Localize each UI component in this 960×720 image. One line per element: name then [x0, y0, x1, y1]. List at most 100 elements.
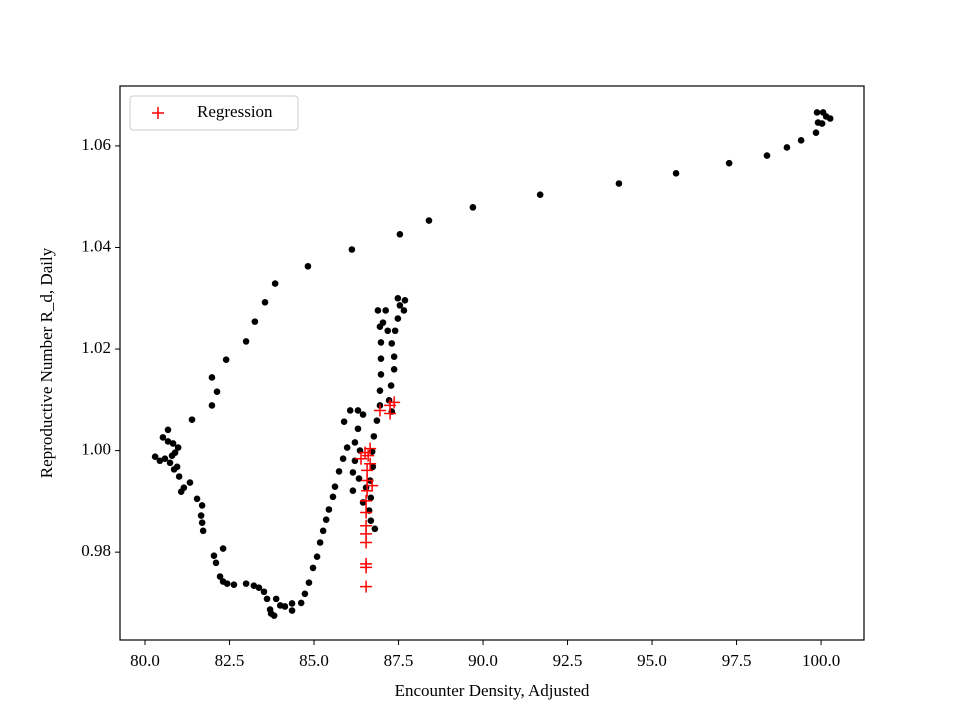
point — [763, 152, 771, 159]
point — [319, 527, 327, 535]
point — [340, 418, 348, 425]
point — [373, 417, 381, 424]
y-tick-label: 0.98 — [81, 541, 111, 560]
y-tick-label: 1.06 — [81, 135, 111, 154]
point — [339, 455, 347, 463]
point — [396, 230, 404, 238]
point — [369, 463, 377, 471]
point — [255, 584, 263, 591]
point — [168, 452, 176, 459]
point — [151, 453, 159, 460]
point — [377, 339, 385, 346]
point — [360, 519, 373, 532]
x-tick-label: 80.0 — [130, 651, 160, 670]
legend-box — [129, 95, 299, 131]
point — [288, 600, 296, 607]
point — [222, 356, 230, 363]
x-tick-label: 95.0 — [637, 651, 667, 670]
point — [362, 449, 375, 462]
x-tick-label: 100.0 — [802, 651, 840, 670]
point — [469, 204, 477, 211]
point — [169, 440, 177, 447]
point — [388, 340, 396, 347]
point — [174, 444, 182, 451]
y-tick-label: 1.00 — [81, 440, 111, 459]
point — [177, 488, 185, 496]
point — [364, 442, 377, 455]
point — [783, 144, 791, 151]
point — [199, 527, 207, 535]
point — [396, 302, 404, 309]
point — [223, 580, 231, 587]
point — [360, 561, 373, 574]
y-tick-label: 1.04 — [81, 236, 111, 255]
point — [193, 495, 201, 503]
point — [170, 466, 178, 473]
point — [361, 484, 374, 497]
point — [391, 327, 399, 335]
point — [384, 327, 392, 335]
point — [813, 109, 821, 116]
point — [615, 180, 623, 187]
point — [213, 388, 221, 395]
point — [288, 607, 296, 614]
x-tick-label: 87.5 — [384, 651, 414, 670]
point — [376, 387, 384, 394]
point — [331, 483, 339, 490]
x-tick-label: 82.5 — [215, 651, 245, 670]
point — [361, 464, 374, 477]
point — [208, 374, 216, 381]
point — [394, 315, 402, 322]
point — [348, 246, 356, 253]
point — [366, 479, 379, 492]
point — [388, 396, 401, 409]
point — [219, 545, 227, 552]
point — [305, 579, 313, 586]
point — [367, 494, 375, 502]
point — [164, 426, 172, 434]
point — [364, 457, 377, 470]
point — [346, 407, 354, 414]
x-axis-label: Encounter Density, Adjusted — [395, 681, 590, 700]
point — [159, 434, 167, 441]
x-tick-label: 97.5 — [722, 651, 752, 670]
plot-frame — [119, 85, 865, 641]
point — [355, 475, 363, 482]
point — [297, 599, 305, 607]
point — [374, 307, 382, 314]
point — [322, 516, 330, 523]
point — [251, 318, 259, 325]
point — [536, 191, 544, 198]
point — [325, 506, 333, 513]
point — [156, 457, 164, 465]
point — [210, 552, 218, 560]
point — [797, 137, 805, 144]
point — [826, 115, 834, 122]
point — [164, 438, 172, 445]
point — [197, 512, 205, 519]
point — [354, 407, 362, 414]
point — [377, 371, 385, 378]
x-tick-label: 92.5 — [553, 651, 583, 670]
point — [161, 455, 169, 463]
point — [335, 468, 343, 475]
point — [208, 402, 216, 409]
point — [304, 262, 312, 270]
point — [355, 452, 368, 465]
point — [166, 459, 174, 467]
point — [309, 564, 317, 572]
point — [281, 603, 289, 610]
point — [343, 444, 351, 451]
point — [272, 595, 280, 603]
point — [198, 502, 206, 509]
point — [212, 559, 220, 567]
point — [313, 553, 321, 561]
y-axis-label: Reproductive Number R_d, Daily — [37, 247, 56, 478]
point — [198, 519, 206, 527]
point — [367, 517, 375, 524]
point — [349, 487, 357, 495]
point — [230, 581, 238, 588]
legend-label: Regression — [197, 102, 273, 121]
point — [370, 433, 378, 440]
